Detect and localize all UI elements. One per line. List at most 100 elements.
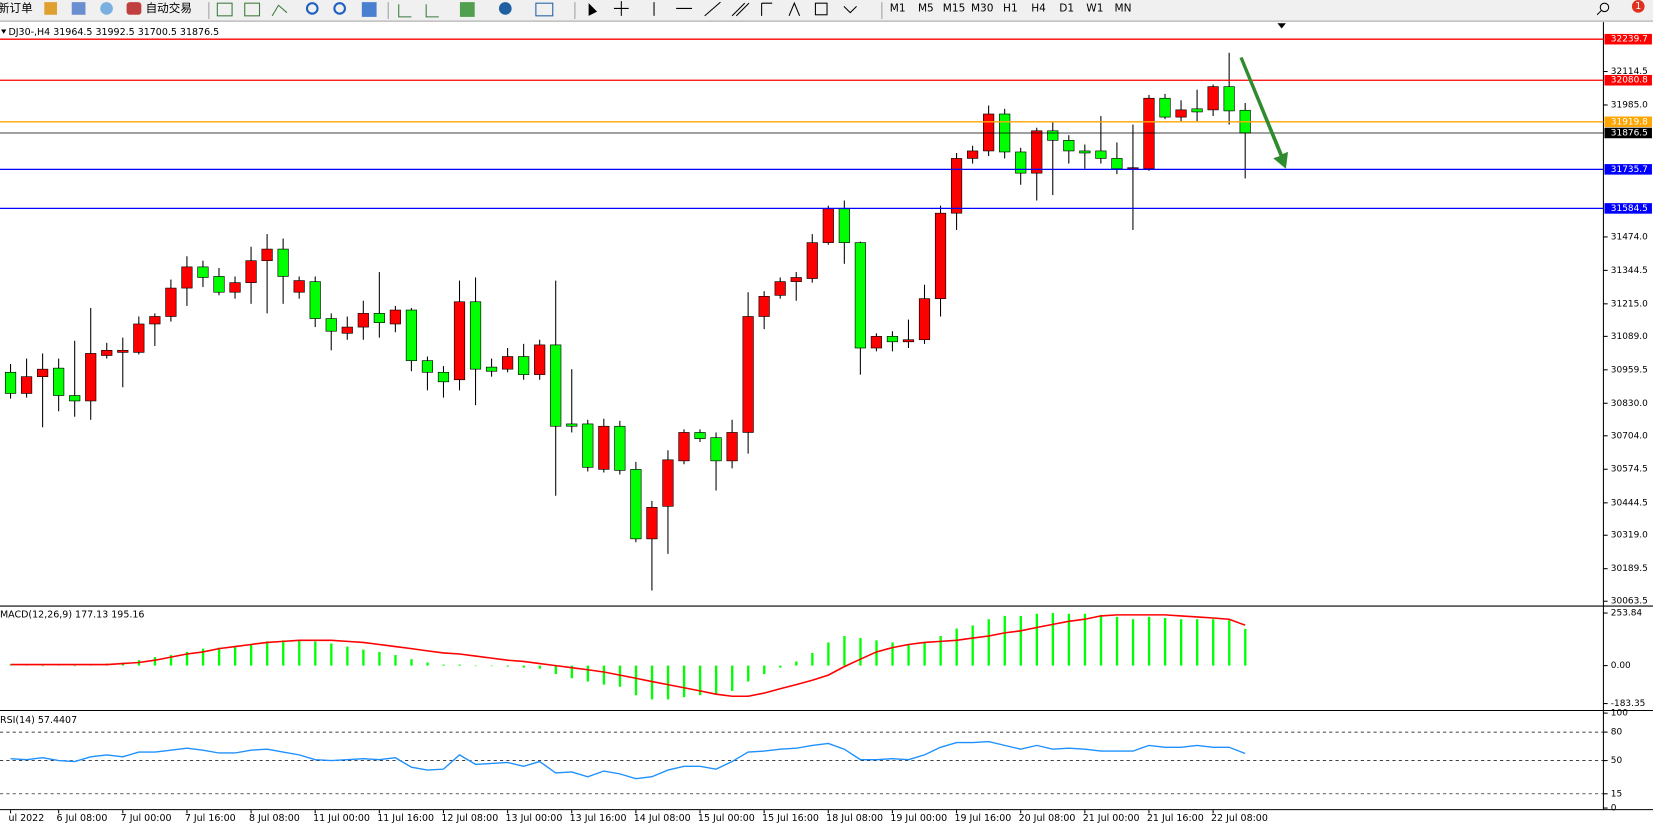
timeframe[interactable]: D1 <box>1059 2 1074 14</box>
x-tick-label: 12 Jul 08:00 <box>441 813 498 824</box>
candle-body <box>950 158 963 214</box>
icon[interactable] <box>535 2 554 17</box>
macd-bar <box>602 665 606 685</box>
y-tick-label: 30319.0 <box>1611 531 1648 541</box>
candle-body <box>1015 151 1027 174</box>
candle-body <box>101 350 113 356</box>
level-label: 31876.5 <box>1611 128 1648 138</box>
signal-line <box>10 614 1246 698</box>
text-icon[interactable] <box>788 1 801 17</box>
icon[interactable] <box>271 4 288 17</box>
macd-bar <box>1099 614 1103 666</box>
macd-bar <box>714 665 718 695</box>
macd-bar <box>362 649 365 666</box>
macd-bar <box>169 655 173 666</box>
timeframe[interactable]: M15 <box>943 2 966 14</box>
x-tick-label: 6 Jul 08:00 <box>57 813 108 824</box>
badge-count[interactable]: 1 <box>1635 1 1641 12</box>
candle-body <box>20 376 33 394</box>
search-icon[interactable] <box>1599 2 1610 13</box>
candle-body <box>165 287 177 317</box>
timeframe[interactable]: H4 <box>1031 2 1046 14</box>
icon[interactable] <box>498 2 512 15</box>
candle-body <box>229 282 241 293</box>
candle-body <box>1223 86 1235 112</box>
icon[interactable] <box>425 4 439 18</box>
candle-body <box>582 423 594 468</box>
icon[interactable] <box>305 2 319 15</box>
timeframe[interactable]: W1 <box>1086 2 1103 14</box>
level-label: 32080.8 <box>1611 76 1648 86</box>
icon[interactable] <box>398 4 412 18</box>
candle-body <box>421 360 434 373</box>
icon[interactable] <box>71 2 86 15</box>
panel-title: MACD(12,26,9) 177.13 195.16 <box>0 610 144 621</box>
macd-bar <box>233 646 237 666</box>
candle-body <box>213 276 225 293</box>
y-tick-label: 30574.5 <box>1611 465 1648 475</box>
icon[interactable] <box>44 2 57 15</box>
toolbar: 新订单 自动交易 1 <box>0 0 1653 22</box>
timeframe[interactable]: MN <box>1115 2 1132 14</box>
level-label: 31919.8 <box>1611 117 1648 127</box>
fibo-icon[interactable] <box>761 2 773 16</box>
x-tick-label: 22 Jul 08:00 <box>1211 813 1268 824</box>
candle-body <box>790 277 802 282</box>
timeframe[interactable]: M30 <box>971 2 994 14</box>
rsi-line <box>10 740 1246 780</box>
macd-bar <box>506 665 509 667</box>
macd-bar <box>1035 613 1039 666</box>
macd-bar <box>1212 619 1215 666</box>
candle-body <box>1191 108 1203 113</box>
timeframe[interactable]: M5 <box>918 2 934 14</box>
trendline-icon[interactable] <box>704 1 721 17</box>
macd-bar <box>201 648 205 666</box>
level-label: 32239.7 <box>1611 35 1648 45</box>
candle-body <box>437 371 450 383</box>
badge[interactable] <box>1631 0 1645 13</box>
cursor-icon[interactable] <box>588 3 598 16</box>
macd-bar <box>458 664 461 666</box>
y-tick-label: 0 <box>1611 804 1617 814</box>
icon[interactable] <box>244 2 261 17</box>
x-tick-label: 18 Jul 08:00 <box>826 813 883 824</box>
macd-bar <box>1115 616 1119 666</box>
x-tick-label: 13 Jul 16:00 <box>570 813 627 824</box>
icon[interactable] <box>459 2 475 17</box>
new-order[interactable]: 新订单 <box>0 1 33 15</box>
y-tick-label: 50 <box>1611 756 1623 766</box>
channel-icon[interactable] <box>731 2 750 17</box>
candle-body <box>1079 150 1091 154</box>
auto-trading[interactable]: 自动交易 <box>146 1 192 15</box>
crosshair-icon[interactable] <box>613 1 629 16</box>
macd-bar <box>779 665 782 668</box>
timeframe[interactable]: M1 <box>890 2 906 14</box>
icon[interactable] <box>126 2 142 15</box>
macd-bar <box>1083 613 1087 666</box>
label-icon[interactable] <box>814 2 828 16</box>
macd-bar <box>586 665 590 682</box>
shapes-icon[interactable] <box>843 5 857 14</box>
candle-body <box>117 350 129 353</box>
candle-body <box>614 425 626 471</box>
candle-body <box>774 281 786 296</box>
macd-bar <box>1003 615 1006 666</box>
macd-bar <box>490 665 493 667</box>
macd-bar <box>811 652 814 666</box>
timeframe[interactable]: H1 <box>1003 2 1018 14</box>
search-icon[interactable] <box>1596 10 1602 16</box>
x-tick-label: 8 Jul 08:00 <box>249 813 300 824</box>
icon[interactable] <box>100 2 113 15</box>
y-tick-label: 31344.5 <box>1611 266 1648 276</box>
macd-bar <box>747 665 750 682</box>
macd-bar <box>554 665 557 675</box>
macd-bar <box>827 642 830 666</box>
candle-body <box>806 242 818 279</box>
candle-body <box>710 437 722 462</box>
macd-bar <box>1051 613 1055 666</box>
icon[interactable] <box>216 2 233 17</box>
icon[interactable] <box>333 2 347 15</box>
macd-bar <box>282 640 285 666</box>
macd-bar <box>217 647 221 666</box>
icon[interactable] <box>361 2 377 17</box>
